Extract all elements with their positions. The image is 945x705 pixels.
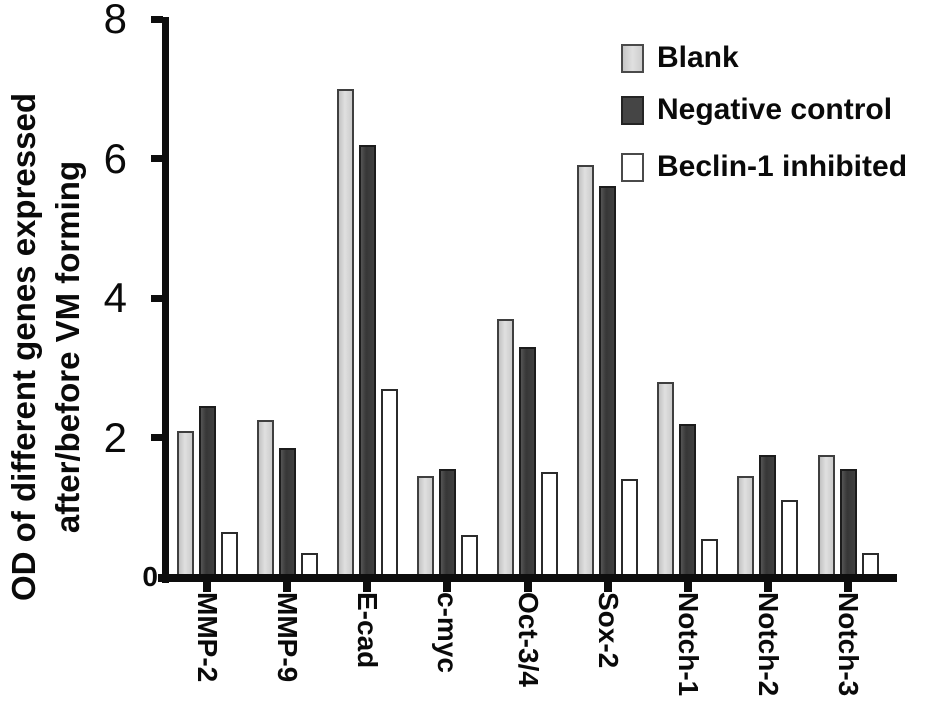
y-axis-title-line1: OD of different genes expressed	[5, 93, 42, 601]
y-tick	[151, 15, 163, 23]
x-axis-label: E-cad	[352, 592, 384, 669]
y-tick-label: 0	[142, 561, 158, 592]
bar-negative-E-cad	[358, 144, 376, 577]
bar-negative-MMP-9	[278, 447, 296, 577]
x-axis-label: Oct-3/4	[512, 592, 544, 687]
legend-swatch-blank	[621, 43, 644, 73]
x-axis-label: Sox-2	[592, 592, 624, 669]
legend-label-beclin-1-inhibited: Beclin-1 inhibited	[657, 150, 908, 183]
y-tick-label: 2	[103, 413, 127, 461]
bar-beclin-Notch-3	[861, 552, 879, 577]
y-tick	[151, 155, 163, 162]
legend-label-negative-control: Negative control	[657, 93, 893, 126]
bar-negative-Sox-2	[599, 186, 617, 577]
x-axis-label: Notch-2	[752, 592, 784, 697]
y-tick-label: 4	[103, 274, 127, 321]
bar-beclin-E-cad	[380, 388, 398, 577]
x-tick	[763, 582, 772, 592]
legend-swatch-negative-control	[621, 95, 644, 125]
bar-beclin-MMP-9	[300, 552, 318, 577]
x-tick	[683, 582, 692, 592]
bar-negative-MMP-2	[198, 406, 216, 577]
x-tick	[283, 582, 292, 592]
bar-negative-Notch-1	[679, 423, 697, 577]
bar-blank-Sox-2	[577, 165, 595, 577]
x-tick	[443, 582, 452, 592]
bar-blank-Oct-3/4	[497, 318, 514, 577]
bar-blank-Notch-1	[657, 381, 675, 577]
y-axis-line	[162, 17, 169, 583]
x-axis-label: Notch-1	[672, 592, 704, 697]
y-tick	[151, 434, 163, 441]
bar-beclin-MMP-2	[220, 531, 238, 577]
bar-blank-MMP-2	[176, 430, 194, 577]
bar-blank-E-cad	[336, 88, 354, 577]
bar-beclin-Notch-2	[781, 500, 799, 577]
bar-beclin-Oct-3/4	[541, 472, 558, 577]
legend-item-negative-control: Negative control	[621, 93, 893, 126]
legend-label-blank: Blank	[657, 41, 739, 74]
x-tick	[523, 582, 532, 592]
x-axis-label: MMP-2	[192, 592, 223, 683]
bar-beclin-c-myc	[460, 535, 478, 577]
bar-negative-c-myc	[438, 468, 456, 577]
bar-blank-MMP-9	[256, 420, 274, 577]
x-tick	[844, 582, 852, 592]
legend-item-blank: Blank	[621, 41, 739, 74]
x-axis-label: MMP-9	[272, 592, 304, 683]
bar-blank-Notch-3	[817, 454, 835, 577]
bar-blank-c-myc	[416, 475, 434, 577]
legend-item-beclin-1-inhibited: Beclin-1 inhibited	[621, 150, 908, 183]
bar-beclin-Sox-2	[621, 479, 639, 577]
x-axis-line	[158, 574, 897, 582]
y-tick	[151, 294, 163, 302]
x-axis-label: Notch-3	[833, 592, 864, 697]
x-tick	[363, 582, 372, 592]
bar-beclin-Notch-1	[701, 538, 719, 577]
y-tick-label: 6	[103, 134, 127, 182]
y-tick-label: 8	[103, 0, 127, 42]
bar-negative-Notch-3	[839, 468, 857, 577]
x-tick	[603, 582, 612, 592]
legend-swatch-beclin-1-inhibited	[621, 152, 644, 182]
bar-negative-Notch-2	[759, 454, 777, 577]
x-axis-label: c-myc	[432, 592, 464, 673]
x-tick	[203, 582, 211, 592]
bar-negative-Oct-3/4	[519, 346, 536, 577]
bar-blank-Notch-2	[737, 475, 755, 577]
